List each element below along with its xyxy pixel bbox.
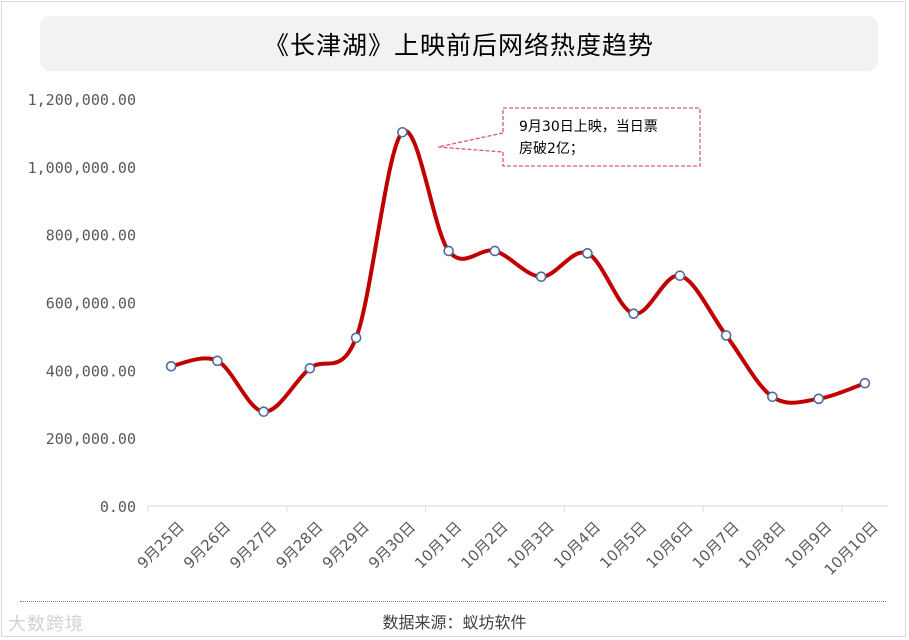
- data-point: [813, 393, 824, 405]
- x-tick-label: 9月27日: [226, 518, 280, 572]
- data-point: [397, 126, 408, 138]
- x-tick-label: 10月1日: [411, 518, 465, 572]
- data-point: [212, 355, 223, 367]
- annotation-text-line: 9月30日上映，当日票: [519, 119, 658, 135]
- data-point: [859, 377, 871, 389]
- series-line: [170, 129, 866, 414]
- y-tick-label: 800,000.00: [46, 227, 136, 245]
- x-tick-label: 9月28日: [272, 518, 326, 572]
- y-tick-label: 0.00: [100, 498, 136, 516]
- y-tick-label: 1,000,000.00: [28, 159, 136, 177]
- data-point: [489, 245, 501, 257]
- x-tick-label: 9月25日: [134, 518, 188, 572]
- x-tick-label: 10月8日: [735, 518, 789, 572]
- x-tick-label: 9月29日: [319, 518, 373, 572]
- x-tick-label: 10月3日: [504, 518, 558, 572]
- y-tick-label: 400,000.00: [46, 362, 136, 380]
- callout-pointer: [437, 132, 504, 153]
- y-tick-label: 200,000.00: [46, 430, 136, 448]
- footer-divider: [20, 601, 886, 602]
- callout-box: [502, 107, 701, 167]
- y-tick-label: 600,000.00: [46, 295, 136, 313]
- y-axis-labels: 0.00 200,000.00 400,000.00 600,000.00 800,00…: [28, 91, 136, 516]
- data-point: [350, 332, 362, 344]
- annotation-text-line: 房破2亿；: [519, 141, 584, 157]
- watermark-text: 大数跨境: [8, 614, 84, 635]
- data-point: [674, 270, 686, 282]
- x-axis-ticks: [147, 506, 843, 512]
- x-tick-label: 9月26日: [180, 518, 234, 572]
- data-point: [258, 406, 269, 418]
- data-point: [767, 391, 778, 403]
- x-tick-label: 10月6日: [642, 518, 696, 572]
- data-point: [720, 330, 732, 341]
- x-axis-labels: 9月25日9月26日9月27日9月28日9月29日9月30日10月1日10月2日…: [134, 518, 882, 579]
- source-note: 数据来源：蚁坊软件: [382, 613, 527, 632]
- data-point: [443, 245, 454, 257]
- data-point: [165, 360, 177, 372]
- series-markers: [165, 126, 871, 418]
- chart-title: 《长津湖》上映前后网络热度趋势: [263, 30, 654, 60]
- x-tick-label: 10月5日: [596, 518, 650, 572]
- watermark-logo: 大数跨境: [8, 610, 84, 636]
- data-point: [628, 308, 639, 319]
- data-point: [535, 271, 547, 283]
- data-point: [304, 362, 316, 374]
- chart-title-bar: 《长津湖》上映前后网络热度趋势: [40, 16, 878, 71]
- x-tick-label: 10月2日: [457, 518, 511, 572]
- x-tick-label: 9月30日: [365, 518, 419, 572]
- x-tick-label: 10月4日: [550, 518, 604, 572]
- x-tick-label: 10月7日: [689, 518, 743, 572]
- annotation-callout: 9月30日上映，当日票 房破2亿；: [437, 107, 701, 167]
- y-tick-label: 1,200,000.00: [28, 91, 136, 109]
- data-point: [582, 248, 593, 259]
